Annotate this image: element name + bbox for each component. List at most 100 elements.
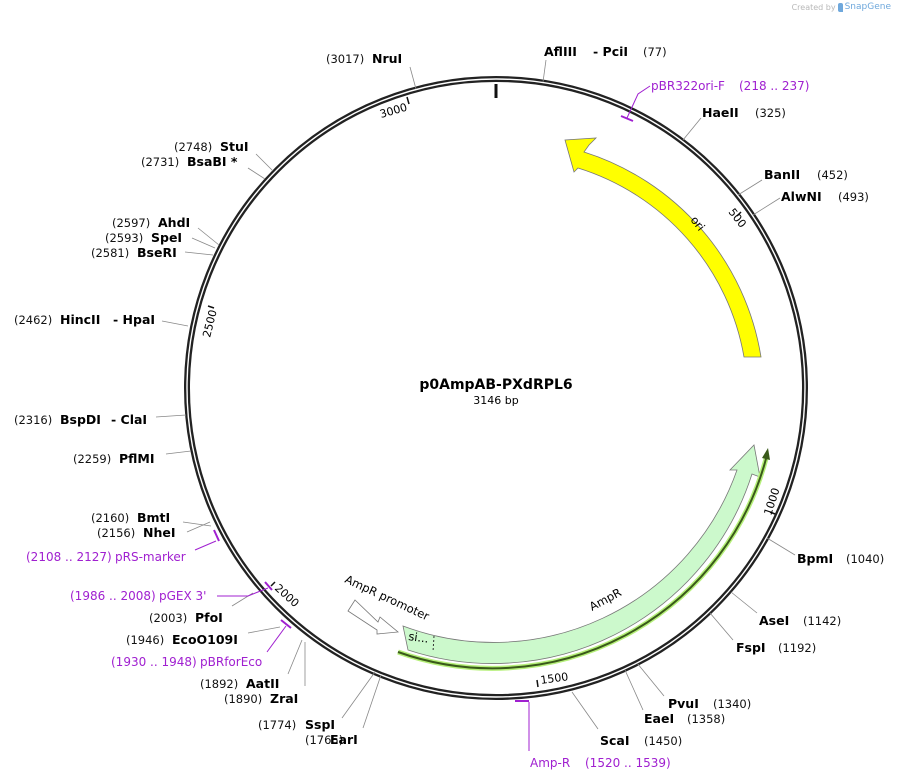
ampr-label: AmpR	[587, 585, 624, 613]
enzyme-bsaBI[interactable]: (2731) BsaBI *	[141, 154, 238, 169]
svg-text:(2462): (2462)	[14, 313, 52, 327]
svg-text:(2593): (2593)	[105, 231, 143, 245]
feature-ampr[interactable]: AmpR	[402, 444, 761, 664]
svg-text:(1450): (1450)	[644, 734, 682, 748]
svg-text:pBRforEco: pBRforEco	[200, 655, 262, 669]
enzyme-sspI[interactable]: (1774) SspI	[258, 717, 335, 732]
svg-text:(1142): (1142)	[803, 614, 841, 628]
feature-ori[interactable]: ori	[564, 137, 762, 358]
enzyme-pflMI[interactable]: (2259) PflMI	[73, 451, 155, 466]
enzyme-speI[interactable]: (2593) SpeI	[105, 230, 182, 245]
svg-text:PvuI: PvuI	[668, 696, 699, 711]
snapgene-credit: Created by SnapGene	[792, 2, 891, 12]
svg-text:SpeI: SpeI	[151, 230, 182, 245]
svg-text:BseRI: BseRI	[137, 245, 177, 260]
svg-text:PflMI: PflMI	[119, 451, 155, 466]
enzyme-nruI[interactable]: (3017) NruI	[326, 51, 402, 66]
enzyme-haeII[interactable]: HaeII (325)	[702, 105, 786, 120]
tick-3000: 3000	[378, 101, 408, 121]
svg-text:(1192): (1192)	[778, 641, 816, 655]
svg-text:StuI: StuI	[220, 139, 249, 154]
svg-text:pBR322ori-F: pBR322ori-F	[651, 79, 725, 93]
svg-text:(2003): (2003)	[149, 611, 187, 625]
enzyme-bpmI[interactable]: BpmI (1040)	[797, 551, 884, 566]
svg-text:(1358): (1358)	[687, 712, 725, 726]
primer-pBR322ori-F[interactable]: pBR322ori-F (218 .. 237)	[651, 79, 809, 93]
enzyme-zraI[interactable]: (1890) ZraI	[224, 691, 298, 706]
svg-text:SspI: SspI	[305, 717, 335, 732]
enzyme-scaI[interactable]: ScaI (1450)	[600, 733, 682, 748]
svg-text:(77): (77)	[643, 45, 667, 59]
enzyme-fspI[interactable]: FspI (1192)	[736, 640, 816, 655]
feature-ampr-promoter[interactable]: AmpR promoter	[343, 572, 432, 635]
svg-text:(1040): (1040)	[846, 552, 884, 566]
svg-text:BmtI: BmtI	[137, 510, 170, 525]
svg-text:(1765): (1765)	[305, 733, 343, 747]
svg-text:BsaBI *: BsaBI *	[187, 154, 238, 169]
credit-brand: SnapGene	[844, 2, 891, 12]
primer-marks	[194, 85, 651, 751]
svg-text:BanII: BanII	[764, 167, 800, 182]
enzyme-bseRI[interactable]: (2581) BseRI	[91, 245, 177, 260]
svg-text:(2160): (2160)	[91, 511, 129, 525]
svg-text:(1774): (1774)	[258, 718, 296, 732]
primer-pRS-marker[interactable]: (2108 .. 2127) pRS-marker	[26, 550, 186, 564]
enzyme-ahdI[interactable]: (2597) AhdI	[112, 215, 190, 230]
svg-text:NruI: NruI	[372, 51, 402, 66]
enzyme-eaeI[interactable]: EaeI (1358)	[644, 711, 725, 726]
enzyme-earI[interactable]: (1765) EarI	[305, 732, 358, 747]
enzyme-leader-lines	[155, 59, 796, 730]
enzyme-alwNI[interactable]: AlwNI (493)	[781, 189, 869, 204]
svg-text:(1946): (1946)	[126, 633, 164, 647]
primer-amp-r[interactable]: Amp-R (1520 .. 1539)	[530, 756, 671, 770]
svg-text:EarI: EarI	[330, 732, 358, 747]
svg-text:BpmI: BpmI	[797, 551, 833, 566]
svg-text:AhdI: AhdI	[158, 215, 190, 230]
svg-text:(493): (493)	[838, 190, 869, 204]
enzyme-hincII-hpaI[interactable]: (2462) HincII - HpaI	[14, 312, 155, 327]
svg-text:(2748): (2748)	[174, 140, 212, 154]
svg-text:AflIII: AflIII	[544, 44, 577, 59]
enzyme-pfoI[interactable]: (2003) PfoI	[149, 610, 223, 625]
svg-text:(2597): (2597)	[112, 216, 150, 230]
enzyme-aseI[interactable]: AseI (1142)	[759, 613, 841, 628]
ampr-orf-line	[397, 448, 770, 671]
svg-text:AlwNI: AlwNI	[781, 189, 822, 204]
enzyme-stuI[interactable]: (2748) StuI	[174, 139, 249, 154]
svg-text:- PciI: - PciI	[593, 44, 628, 59]
svg-text:(218 .. 237): (218 .. 237)	[739, 79, 809, 93]
svg-text:- HpaI: - HpaI	[113, 312, 155, 327]
svg-text:BspDI: BspDI	[60, 412, 101, 427]
svg-text:AatII: AatII	[246, 676, 279, 691]
enzyme-bmtI[interactable]: (2160) BmtI	[91, 510, 170, 525]
feature-signal-sequence[interactable]: si...	[408, 629, 435, 653]
svg-text:FspI: FspI	[736, 640, 766, 655]
svg-text:(2108 .. 2127): (2108 .. 2127)	[26, 550, 112, 564]
svg-text:(2156): (2156)	[97, 526, 135, 540]
enzyme-pvuI[interactable]: PvuI (1340)	[668, 696, 751, 711]
tick-2500: 2500	[200, 308, 219, 338]
svg-text:(1930 .. 1948): (1930 .. 1948)	[111, 655, 197, 669]
enzyme-aatII[interactable]: (1892) AatII	[200, 676, 279, 691]
svg-text:(325): (325)	[755, 106, 786, 120]
snapgene-logo-icon	[837, 2, 843, 12]
enzyme-aflIII-pciI[interactable]: AflIII - PciI (77)	[544, 44, 667, 59]
svg-text:(1520 .. 1539): (1520 .. 1539)	[585, 756, 671, 770]
primer-pGEX-3[interactable]: (1986 .. 2008) pGEX 3'	[70, 589, 206, 603]
svg-text:(1986 .. 2008): (1986 .. 2008)	[70, 589, 156, 603]
svg-text:Amp-R: Amp-R	[530, 756, 570, 770]
backbone	[184, 76, 808, 700]
enzyme-nheI[interactable]: (2156) NheI	[97, 525, 176, 540]
svg-text:- ClaI: - ClaI	[111, 412, 147, 427]
enzyme-banII[interactable]: BanII (452)	[764, 167, 848, 182]
primer-pBRforEco[interactable]: (1930 .. 1948) pBRforEco	[111, 655, 262, 669]
enzyme-bspDI-claI[interactable]: (2316) BspDI - ClaI	[14, 412, 147, 427]
svg-text:AseI: AseI	[759, 613, 789, 628]
signal-label: si...	[408, 629, 430, 646]
svg-text:ZraI: ZraI	[270, 691, 298, 706]
svg-text:ScaI: ScaI	[600, 733, 630, 748]
svg-text:pRS-marker: pRS-marker	[115, 550, 186, 564]
enzyme-ecoO109I[interactable]: (1946) EcoO109I	[126, 632, 238, 647]
svg-text:pGEX 3': pGEX 3'	[159, 589, 206, 603]
